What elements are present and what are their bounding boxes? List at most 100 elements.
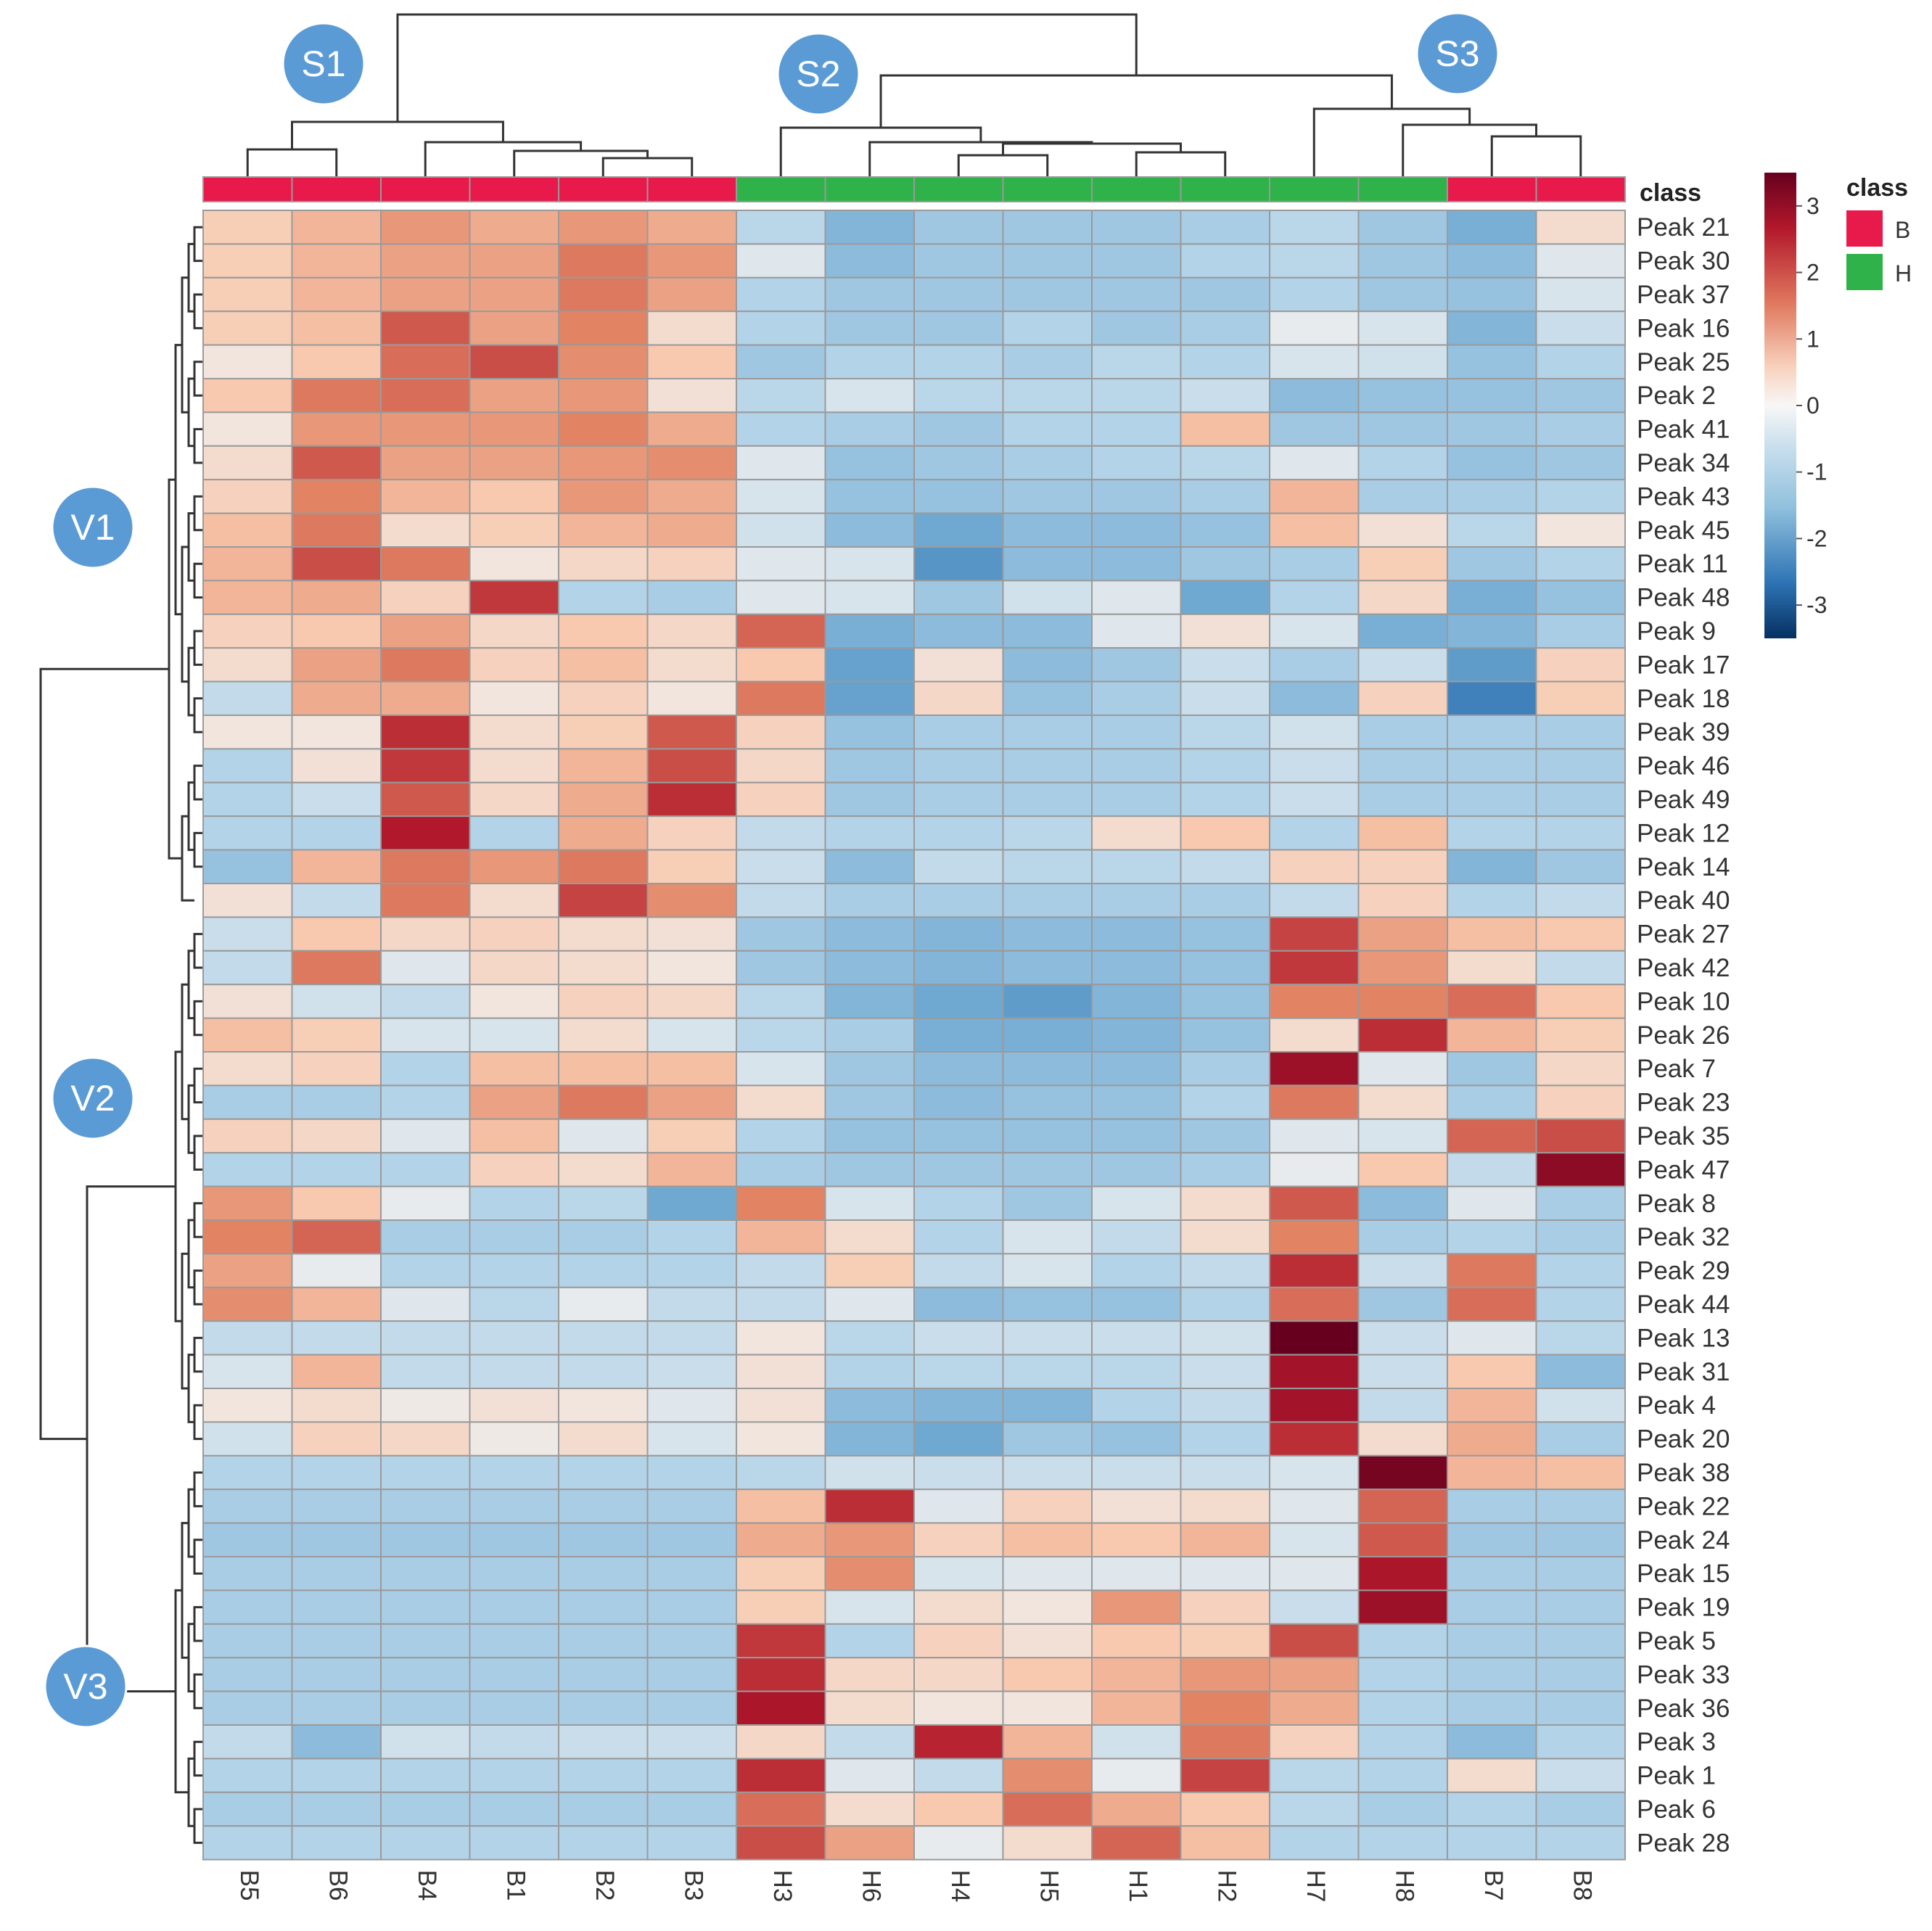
heatmap-cell xyxy=(1535,243,1626,279)
heatmap-cell xyxy=(646,580,737,615)
heatmap-cell xyxy=(1535,411,1626,447)
heatmap-cell xyxy=(1535,1522,1626,1558)
heatmap-cell xyxy=(558,1657,649,1692)
heatmap-cell xyxy=(736,546,826,582)
heatmap-cell xyxy=(1357,1454,1448,1491)
row-dendrogram-link xyxy=(193,765,203,801)
heatmap-cell xyxy=(824,1724,915,1760)
row-label: Peak 3 xyxy=(1637,1728,1716,1756)
heatmap-cell xyxy=(558,984,649,1019)
heatmap-cell xyxy=(380,445,471,481)
heatmap-cell xyxy=(1357,916,1448,952)
heatmap-cell xyxy=(913,1454,1004,1491)
color-scale-tick-label: -1 xyxy=(1806,459,1827,485)
column-label: B3 xyxy=(680,1870,708,1901)
heatmap-cell xyxy=(558,276,649,313)
class-bar-cell xyxy=(1002,176,1093,202)
row-dendrogram-link xyxy=(193,428,203,464)
heatmap-cell xyxy=(1269,883,1360,918)
cluster-badge xyxy=(44,1644,128,1729)
column-dendrogram-link xyxy=(424,141,583,177)
heatmap-cell xyxy=(380,276,471,313)
heatmap-cell xyxy=(1269,1017,1360,1053)
heatmap-cell xyxy=(1269,1286,1360,1322)
heatmap-cell xyxy=(380,1253,471,1288)
heatmap-cell xyxy=(1091,1051,1182,1087)
heatmap-cell xyxy=(380,1152,471,1187)
heatmap-cell xyxy=(469,1623,559,1659)
heatmap-cell xyxy=(1180,1758,1270,1793)
row-dendrogram-link xyxy=(193,1135,203,1171)
heatmap-cell xyxy=(469,883,559,918)
heatmap-cell xyxy=(1447,1185,1537,1221)
heatmap-cell xyxy=(469,1791,559,1827)
heatmap-cell xyxy=(1357,1489,1448,1524)
heatmap-cell xyxy=(736,1454,826,1491)
heatmap-cell xyxy=(469,715,559,750)
heatmap-cell xyxy=(824,1084,915,1120)
heatmap-cell xyxy=(469,1185,559,1221)
heatmap-cell xyxy=(913,883,1004,918)
heatmap-cell xyxy=(1269,344,1360,380)
heatmap-cell xyxy=(913,276,1004,313)
heatmap-cell xyxy=(380,1657,471,1692)
heatmap-cell xyxy=(1180,1791,1270,1827)
heatmap-cell xyxy=(1180,1084,1270,1120)
heatmap-cell xyxy=(469,680,559,716)
heatmap-cell xyxy=(1091,815,1182,851)
heatmap-cell xyxy=(1535,1185,1626,1221)
heatmap-cell xyxy=(1180,1354,1270,1389)
color-scale-tick-label: 3 xyxy=(1806,193,1820,219)
heatmap-cell xyxy=(202,613,293,649)
heatmap-cell xyxy=(1447,546,1537,582)
color-scale-legend: 3 2 1 0 -1 -2 -3 xyxy=(1764,173,1827,638)
row-dendrogram-link xyxy=(193,226,203,263)
heatmap-cell xyxy=(646,1556,737,1592)
heatmap-cell xyxy=(736,1522,826,1558)
heatmap-cell xyxy=(913,243,1004,279)
row-dendrogram-link xyxy=(193,293,203,329)
heatmap-cell xyxy=(558,1051,649,1087)
heatmap-cell xyxy=(380,815,471,851)
heatmap-cell xyxy=(291,1388,382,1423)
heatmap-cell xyxy=(558,950,649,986)
heatmap-cell xyxy=(1091,310,1182,346)
class-annotation-bar xyxy=(202,176,1626,202)
heatmap-cell xyxy=(1091,479,1182,514)
column-label: H8 xyxy=(1391,1870,1419,1903)
heatmap-cell xyxy=(1091,715,1182,750)
heatmap-cell xyxy=(380,546,471,582)
heatmap-cell xyxy=(1535,1724,1626,1760)
heatmap-cell xyxy=(736,580,826,615)
heatmap-cell xyxy=(291,310,382,346)
heatmap-cell xyxy=(558,1253,649,1288)
heatmap-cell xyxy=(913,1354,1004,1389)
heatmap-cell xyxy=(1002,344,1093,380)
heatmap-cell xyxy=(646,1017,737,1053)
heatmap-cell xyxy=(380,849,471,884)
heatmap-cell xyxy=(1002,1454,1093,1491)
heatmap-cell xyxy=(1180,1320,1270,1356)
row-label: Peak 31 xyxy=(1637,1358,1730,1386)
heatmap-cell xyxy=(380,1758,471,1793)
row-label: Peak 26 xyxy=(1637,1021,1730,1050)
heatmap-cell xyxy=(469,445,559,481)
heatmap-cell xyxy=(1091,1791,1182,1827)
heatmap-cell xyxy=(1002,1522,1093,1558)
heatmap-cell xyxy=(291,546,382,582)
column-dendrogram-link xyxy=(601,157,694,177)
heatmap-cell xyxy=(1091,1657,1182,1692)
row-dendrogram-link xyxy=(193,1336,203,1373)
heatmap-cell xyxy=(202,1286,293,1322)
heatmap-cell xyxy=(1180,680,1270,716)
heatmap-cell xyxy=(1091,378,1182,413)
heatmap-cell xyxy=(913,378,1004,413)
row-dendrogram-link xyxy=(193,1673,203,1710)
heatmap-cell xyxy=(291,613,382,649)
row-dendrogram-link xyxy=(193,361,203,397)
row-label: Peak 37 xyxy=(1637,281,1730,309)
heatmap-cell xyxy=(736,411,826,447)
row-label: Peak 5 xyxy=(1637,1627,1716,1655)
heatmap-cell xyxy=(913,1286,1004,1322)
heatmap-cell xyxy=(824,1118,915,1154)
